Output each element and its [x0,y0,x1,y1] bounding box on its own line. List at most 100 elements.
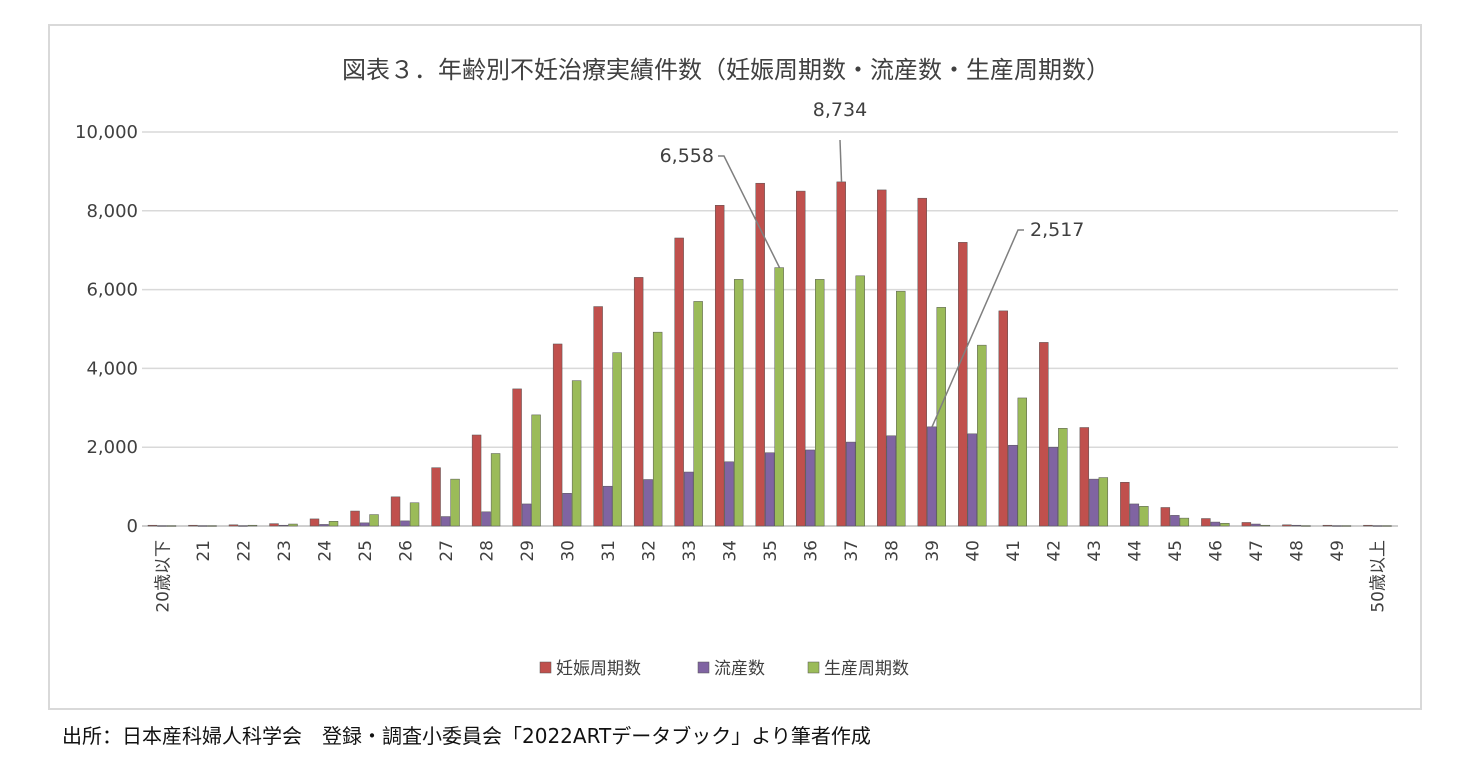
bar [552,343,563,527]
bar [1210,521,1221,527]
legend-item: 妊娠周期数 [539,659,641,679]
x-tick-label: 31 [599,540,619,562]
x-tick-label: 28 [477,540,497,562]
chart-svg: 図表３．年齢別不妊治療実績件数（妊娠周期数・流産数・生産周期数） 0 2,000 4… [75,56,1398,679]
bar [309,518,320,527]
x-tick-label: 37 [842,540,862,562]
x-tick-label: 36 [802,540,822,562]
x-tick-label: 23 [275,540,295,562]
bar [674,237,684,527]
y-tick-label: 6,000 [86,280,138,301]
bar [1129,503,1140,527]
bar [755,182,765,527]
x-tick-label: 47 [1247,540,1267,562]
x-tick-label: 50歳以上 [1369,540,1389,613]
x-tick-label: 45 [1166,540,1186,562]
x-tick-label: 27 [437,540,457,562]
bar [440,516,451,527]
bar [1372,525,1383,527]
data-label-leader [839,139,843,182]
y-tick-label: 4,000 [86,358,138,379]
bar [855,275,865,527]
bar [369,514,379,527]
bar [593,306,603,527]
x-axis-ticks: 20歳以下 21 22 23 24 25 26 27 28 29 30 31 32 33 34 35 36 37 3… [153,540,1388,613]
legend-label: 妊娠周期数 [556,659,641,679]
bar [238,525,248,527]
bar [207,525,217,527]
bar [724,461,734,527]
x-tick-label: 43 [1085,540,1105,562]
bar [836,181,846,527]
bar [247,524,258,527]
x-tick-label: 21 [194,540,214,562]
x-tick-label: 44 [1126,540,1146,562]
bar [1382,525,1392,527]
y-tick-label: 10,000 [75,122,138,143]
legend: 妊娠周期数 流産数 生産周期数 [539,659,909,679]
bar [1079,427,1090,527]
bar [886,435,896,527]
bar [765,452,775,527]
source-note: 出所：日本産科婦人科学会 登録・調査小委員会「2022ARTデータブック」より筆… [62,724,871,748]
bar [977,344,987,527]
bar [998,310,1008,527]
bar [1322,524,1333,527]
bar [1089,478,1099,527]
bar [228,524,239,527]
bar [471,434,482,527]
y-axis-ticks: 0 2,000 4,000 6,000 8,000 10,000 [75,122,138,537]
bar [602,485,613,527]
bar [896,290,906,527]
bar [400,520,410,527]
bar [805,449,815,527]
x-tick-label: 24 [315,540,335,562]
x-tick-label: 32 [639,540,659,562]
bar [521,503,532,527]
bar [1332,525,1342,527]
bar [512,388,522,527]
bar [643,479,653,527]
x-tick-label: 25 [356,540,376,562]
x-tick-label: 35 [761,540,781,562]
bar [1260,524,1271,527]
bar [733,279,744,527]
bar [1363,524,1373,527]
bar [288,523,298,527]
bar [278,524,289,527]
data-label-leader [718,155,781,268]
bar [359,522,370,527]
bar [633,277,644,527]
bar [1039,342,1049,527]
bar [927,426,937,527]
bar [936,307,946,527]
bar [796,190,806,527]
bar [1098,477,1109,527]
x-tick-label: 40 [964,540,984,562]
bar [815,279,825,527]
bar [1251,523,1261,527]
legend-swatch [807,661,820,674]
bar [683,471,694,527]
data-label-leader [931,229,1024,428]
x-tick-label: 34 [720,540,740,562]
bar [1282,524,1292,527]
bar [197,525,208,527]
x-tick-label: 33 [680,540,700,562]
x-tick-label: 29 [518,540,538,562]
x-tick-label: 39 [923,540,943,562]
bar [319,524,329,527]
bar [714,205,725,527]
bar [846,441,856,527]
bar [967,433,977,527]
bar [1291,524,1302,527]
bar [531,414,541,527]
bar [774,267,784,527]
bar [1139,506,1149,527]
x-tick-label: 26 [396,540,416,562]
bar [1160,507,1171,527]
bar [1241,522,1252,527]
legend-label: 流産数 [714,659,765,679]
legend-item: 流産数 [697,659,765,679]
bar [450,478,460,527]
